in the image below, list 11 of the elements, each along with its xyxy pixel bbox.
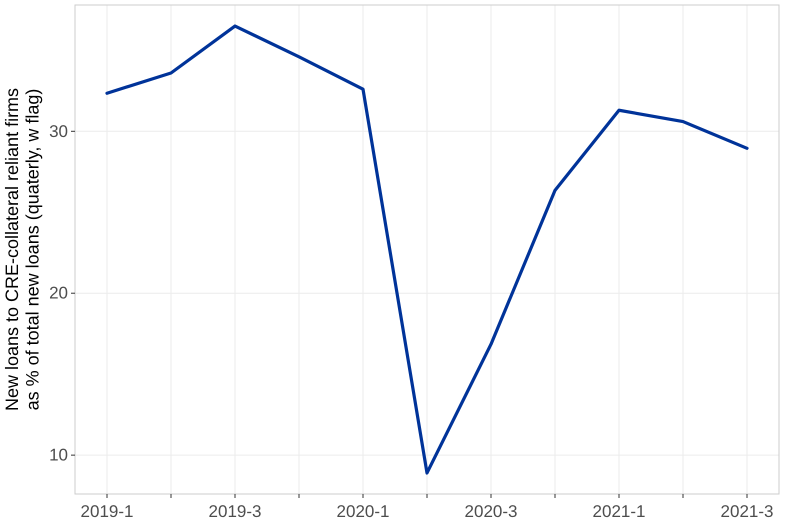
x-tick-label: 2019-1 [80,502,134,522]
y-axis-title: New loans to CRE-collateral reliant firms as % of total new loans (quaterly, w flag) [2,88,43,412]
x-tick-label: 2020-3 [464,502,518,522]
y-tick-label: 30 [49,122,68,141]
line-series [105,24,749,475]
x-tick-label: 2019-3 [208,502,262,522]
x-tick-label: 2021-1 [592,502,646,522]
y-tick-label: 10 [49,446,68,465]
x-tick-label: 2021-3 [720,502,774,522]
y-tick-label: 20 [49,284,68,303]
x-tick-label: 2020-1 [336,502,390,522]
